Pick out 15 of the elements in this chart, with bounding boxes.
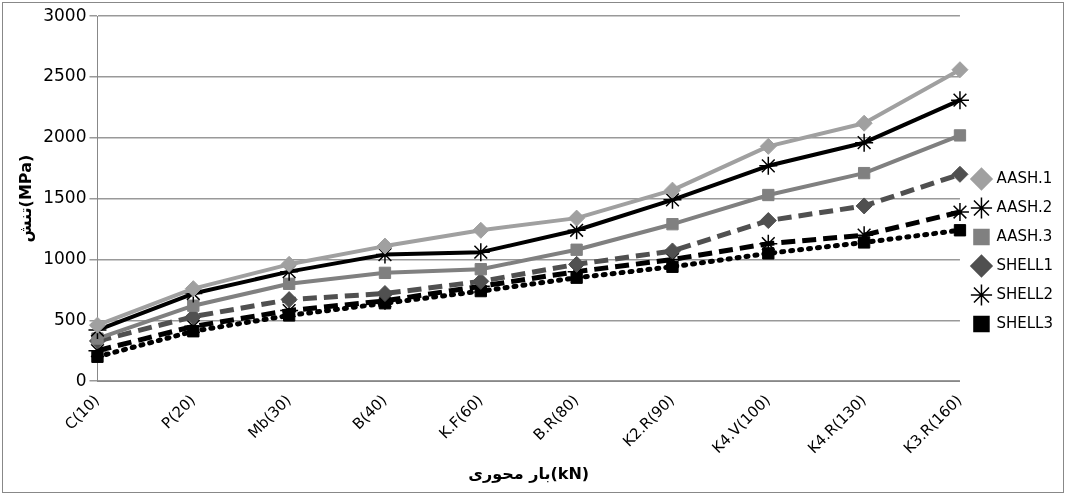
x-axis-title: بار محوری(kN) bbox=[468, 463, 590, 483]
legend-label: AASH.1 bbox=[996, 168, 1053, 187]
y-tick-label: 1500 bbox=[43, 187, 87, 208]
legend-label: AASH.2 bbox=[996, 197, 1053, 216]
legend-label: SHELL2 bbox=[996, 284, 1054, 303]
y-tick-label: 2000 bbox=[43, 126, 87, 147]
y-tick-label: 0 bbox=[75, 369, 87, 390]
y-tick-label: 2500 bbox=[43, 65, 87, 86]
legend-label: SHELL3 bbox=[996, 313, 1054, 332]
legend-label: AASH.3 bbox=[996, 226, 1053, 245]
legend-label: SHELL1 bbox=[996, 255, 1054, 274]
y-axis-title: تنش(MPa) bbox=[15, 154, 35, 243]
y-tick-label: 1000 bbox=[43, 247, 87, 268]
y-tick-label: 500 bbox=[54, 308, 87, 329]
y-tick-label: 3000 bbox=[43, 4, 87, 25]
